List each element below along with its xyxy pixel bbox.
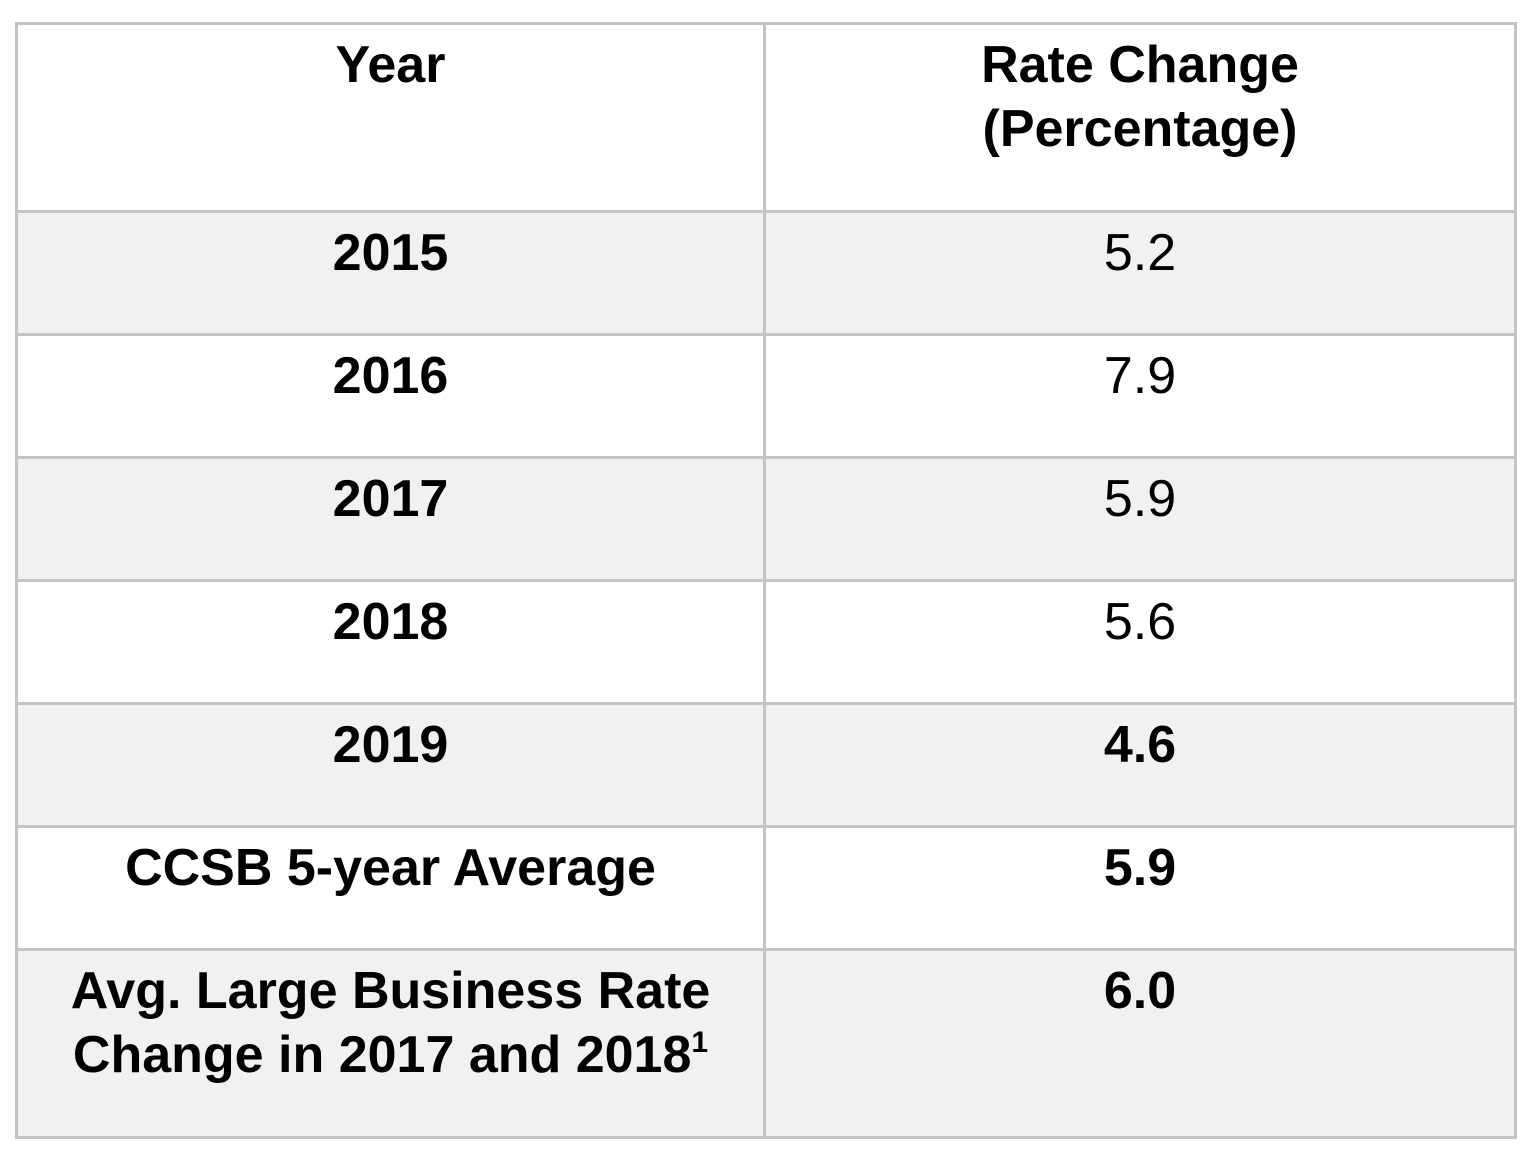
rate-header-line-2: (Percentage) bbox=[982, 100, 1298, 158]
rate-cell: 5.2 bbox=[763, 210, 1517, 336]
year-cell: 2015 bbox=[15, 210, 766, 336]
table-row: Avg. Large Business Rate Change in 2017 … bbox=[15, 948, 1517, 1139]
rate-change-column-header: Rate Change (Percentage) bbox=[763, 22, 1517, 213]
table-row: 2016 7.9 bbox=[15, 333, 1517, 459]
table-row: 2018 5.6 bbox=[15, 579, 1517, 705]
large-business-label-line-2-wrap: Change in 2017 and 20181 bbox=[28, 1023, 753, 1087]
table-row: 2017 5.9 bbox=[15, 456, 1517, 582]
rate-cell: 7.9 bbox=[763, 333, 1517, 459]
rate-cell: 5.6 bbox=[763, 579, 1517, 705]
rate-cell: 5.9 bbox=[763, 456, 1517, 582]
year-column-header: Year bbox=[15, 22, 766, 213]
large-business-label-line-1: Avg. Large Business Rate bbox=[70, 962, 711, 1020]
table-row: 2019 4.6 bbox=[15, 702, 1517, 828]
year-cell: 2018 bbox=[15, 579, 766, 705]
year-cell: 2017 bbox=[15, 456, 766, 582]
rate-header-line-1: Rate Change bbox=[981, 36, 1299, 94]
large-business-value-cell: 6.0 bbox=[763, 948, 1517, 1139]
large-business-label-line-2: Change in 2017 and 2018 bbox=[72, 1026, 692, 1084]
year-cell: 2016 bbox=[15, 333, 766, 459]
average-value-cell: 5.9 bbox=[763, 825, 1517, 951]
table-row: 2015 5.2 bbox=[15, 210, 1517, 336]
header-row: Year Rate Change (Percentage) bbox=[15, 22, 1517, 213]
large-business-label-cell: Avg. Large Business Rate Change in 2017 … bbox=[15, 948, 766, 1139]
year-cell: 2019 bbox=[15, 702, 766, 828]
footnote-marker: 1 bbox=[691, 1025, 709, 1059]
average-label-cell: CCSB 5-year Average bbox=[15, 825, 766, 951]
rate-change-table: Year Rate Change (Percentage) 2015 5.2 2… bbox=[15, 22, 1517, 1139]
table-row: CCSB 5-year Average 5.9 bbox=[15, 825, 1517, 951]
rate-cell: 4.6 bbox=[763, 702, 1517, 828]
